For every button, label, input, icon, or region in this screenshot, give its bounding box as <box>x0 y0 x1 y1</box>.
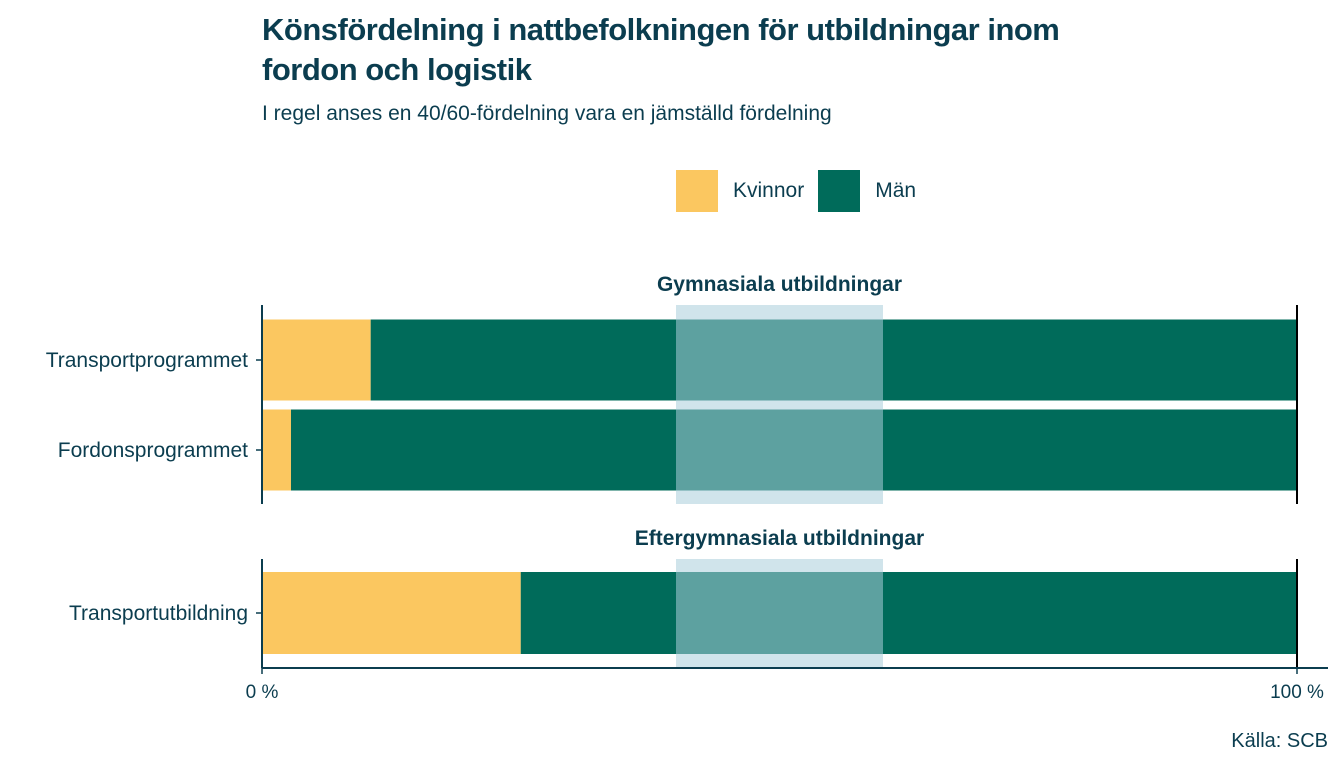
reference-band <box>676 305 883 504</box>
reference-band <box>676 559 883 668</box>
legend-swatch-kvinnor <box>676 170 718 212</box>
legend-swatch-man <box>818 170 861 212</box>
bar-segment-man <box>520 572 1297 654</box>
x-tick-label: 0 % <box>246 682 279 703</box>
legend-label-kvinnor: Kvinnor <box>733 179 805 202</box>
legend: Kvinnor Män <box>676 170 930 212</box>
category-label: Fordonsprogrammet <box>58 439 248 462</box>
chart-title: Könsfördelning i nattbefolkningen för ut… <box>262 12 1060 87</box>
bar-segment-kvinnor <box>262 319 371 401</box>
legend-item-man: Män <box>818 170 916 212</box>
bar-segment-kvinnor <box>262 409 291 491</box>
bar-segment-kvinnor <box>262 572 521 654</box>
legend-label-man: Män <box>875 179 917 202</box>
x-tick-label: 100 % <box>1270 682 1324 703</box>
category-label: Transportutbildning <box>69 602 248 625</box>
legend-item-kvinnor: Kvinnor <box>676 170 804 212</box>
chart-subtitle: I regel anses en 40/60-fördelning vara e… <box>262 102 832 125</box>
facet-title: Gymnasiala utbildningar <box>657 273 902 296</box>
category-label: Transportprogrammet <box>46 349 248 372</box>
facet-title: Eftergymnasiala utbildningar <box>635 527 924 550</box>
source-note: Källa: SCB <box>1231 730 1328 752</box>
